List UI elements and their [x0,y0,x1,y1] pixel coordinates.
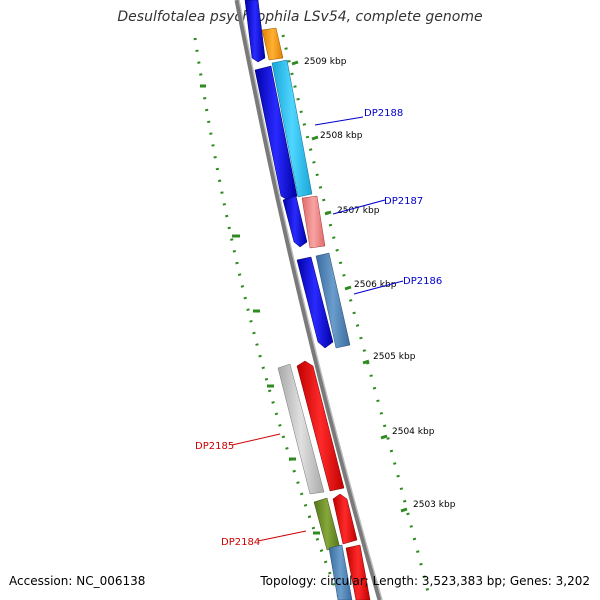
gene-orange[interactable] [261,27,284,61]
accession-text: Accession: NC_006138 [9,574,146,588]
page-title: Desulfotalea psychrophila LSv54, complet… [117,9,483,25]
scale-tick-2505: 2505 kbp [373,352,416,362]
gene-bottom-red[interactable] [345,544,371,600]
gene-label-dp2187[interactable]: DP2187 [384,196,423,207]
outer-major-ticks [291,60,408,513]
gene-label-dp2188[interactable]: DP2188 [364,108,403,119]
scale-tick-2503: 2503 kbp [413,500,456,510]
gene-forward-dp2184[interactable] [332,493,358,545]
leader-line-dp2186 [353,280,404,295]
gene-bottom-steel[interactable] [328,544,353,600]
gene-forward-dp2187[interactable] [282,195,308,248]
gene-label-dp2184[interactable]: DP2184 [221,537,260,548]
gene-forward-top[interactable] [244,0,266,63]
leader-line-dp2187 [332,199,386,215]
gene-label-dp2186[interactable]: DP2186 [403,276,442,287]
scale-tick-2509: 2509 kbp [304,57,347,67]
gene-label-dp2185[interactable]: DP2185 [195,441,234,452]
scale-tick-2504: 2504 kbp [392,427,435,437]
gene-gray[interactable] [277,363,325,495]
gene-forward-dp2186[interactable] [296,256,334,349]
scale-tick-2507: 2507 kbp [337,206,380,216]
inner-major-ticks [200,84,320,535]
genome-summary-text: Topology: circular; Length: 3,523,383 bp… [260,574,590,588]
leader-line-dp2188 [314,116,364,126]
gene-forward-dp2185[interactable] [296,360,345,492]
leader-line-dp2184 [257,530,307,542]
leader-line-dp2185 [231,433,281,446]
scale-tick-2506: 2506 kbp [354,280,397,290]
gene-steelblue[interactable] [315,252,351,349]
backbone-line [234,0,383,600]
scale-tick-2508: 2508 kbp [320,131,363,141]
backbone-highlight [238,0,383,600]
gene-salmon[interactable] [301,195,326,249]
inner-tick-track [193,37,342,600]
gene-cyan[interactable] [271,59,313,198]
